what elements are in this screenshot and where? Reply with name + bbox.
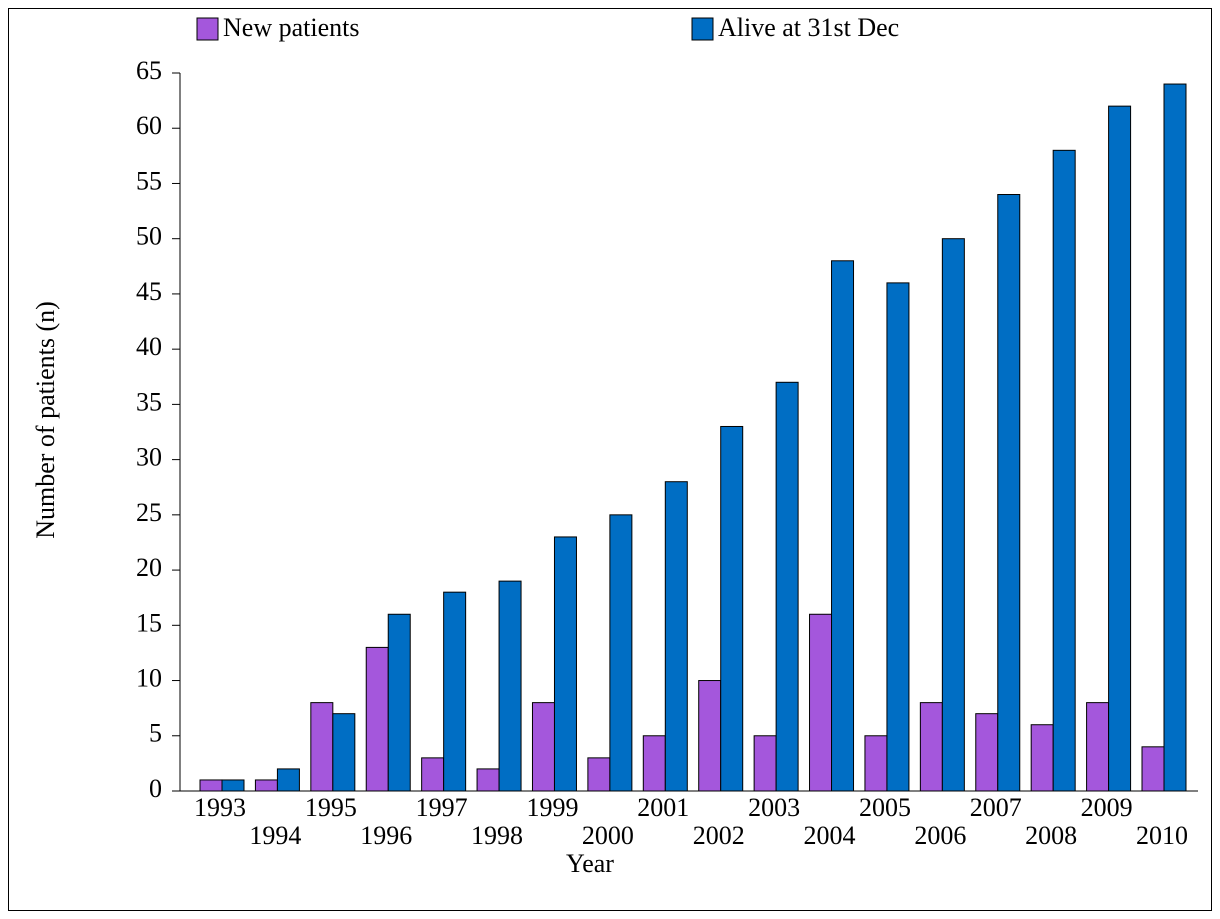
- bar: [587, 757, 611, 792]
- y-tick-label: 0: [149, 774, 162, 803]
- bar: [498, 580, 522, 792]
- bar: [476, 768, 500, 792]
- x-tick-label: 2000: [582, 821, 634, 850]
- bar: [421, 757, 445, 792]
- x-tick-label: 2009: [1081, 793, 1133, 822]
- x-tick-label: 1996: [360, 821, 412, 850]
- y-tick-label: 65: [136, 56, 162, 85]
- bar: [443, 591, 467, 792]
- bar: [1163, 83, 1187, 792]
- x-tick-label: 1995: [305, 793, 357, 822]
- bar: [1141, 746, 1165, 792]
- bar: [642, 735, 666, 792]
- x-tick-label: 2010: [1136, 821, 1188, 850]
- bar: [1086, 702, 1110, 792]
- x-tick-label: 1998: [471, 821, 523, 850]
- y-tick-label: 15: [136, 608, 162, 637]
- bar: [664, 481, 688, 792]
- bar: [332, 713, 356, 792]
- y-tick-label: 30: [136, 443, 162, 472]
- bar: [809, 613, 833, 792]
- legend-label: New patients: [223, 13, 359, 42]
- bar: [720, 425, 744, 792]
- bar: [864, 735, 888, 792]
- bar: [531, 702, 555, 792]
- bar: [975, 713, 999, 792]
- x-tick-label: 2004: [804, 821, 856, 850]
- y-tick-label: 50: [136, 222, 162, 251]
- bar: [886, 282, 910, 792]
- y-tick-label: 35: [136, 387, 162, 416]
- frame: [8, 8, 1212, 911]
- y-tick-label: 40: [136, 332, 162, 361]
- bar: [698, 680, 722, 792]
- y-tick-label: 20: [136, 553, 162, 582]
- legend-swatch: [196, 17, 219, 41]
- x-tick-label: 1994: [249, 821, 301, 850]
- x-tick-label: 2001: [637, 793, 689, 822]
- bar: [365, 646, 389, 792]
- bar: [276, 768, 300, 792]
- y-tick-label: 60: [136, 111, 162, 140]
- y-tick-label: 55: [136, 166, 162, 195]
- bar: [1052, 149, 1076, 792]
- y-tick-label: 5: [149, 719, 162, 748]
- bar: [941, 238, 965, 792]
- bar: [831, 260, 855, 792]
- bar: [919, 702, 943, 792]
- x-tick-label: 2006: [914, 821, 966, 850]
- legend-swatch: [691, 17, 714, 41]
- bar: [997, 194, 1021, 792]
- x-tick-label: 1993: [194, 793, 246, 822]
- x-tick-label: 1997: [416, 793, 468, 822]
- bar: [1030, 724, 1054, 792]
- bar: [775, 381, 799, 792]
- bar: [221, 779, 245, 792]
- bar: [199, 779, 223, 792]
- bar: [753, 735, 777, 792]
- legend-label: Alive at 31st Dec: [718, 13, 899, 42]
- y-axis-title: Number of patients (n): [31, 301, 60, 539]
- bar: [553, 536, 577, 792]
- bar: [387, 613, 411, 792]
- x-tick-label: 2008: [1025, 821, 1077, 850]
- y-tick-label: 45: [136, 277, 162, 306]
- y-tick-label: 25: [136, 498, 162, 527]
- bar: [1108, 105, 1132, 792]
- x-axis-title: Year: [566, 849, 614, 878]
- x-tick-label: 2003: [748, 793, 800, 822]
- x-tick-label: 2002: [693, 821, 745, 850]
- x-tick-label: 2005: [859, 793, 911, 822]
- bar: [310, 702, 334, 792]
- bar: [609, 514, 633, 792]
- y-tick-label: 10: [136, 664, 162, 693]
- x-tick-label: 1999: [526, 793, 578, 822]
- x-tick-label: 2007: [970, 793, 1022, 822]
- bar: [254, 779, 278, 792]
